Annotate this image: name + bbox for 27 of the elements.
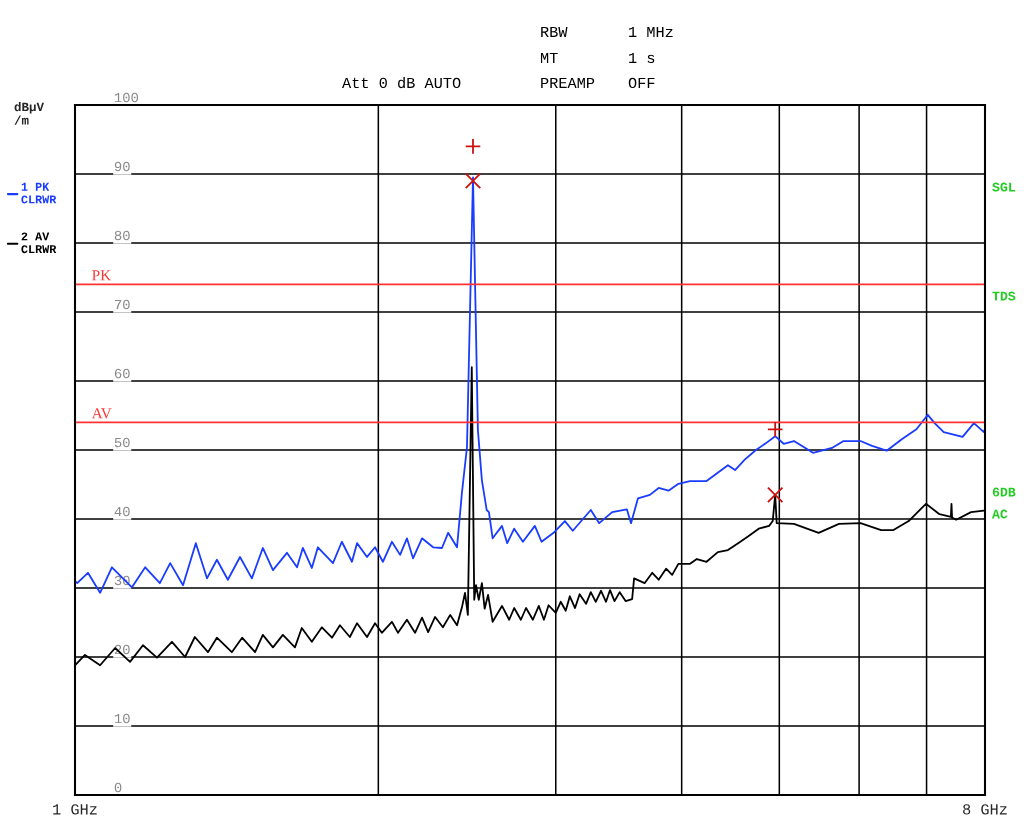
ref-line-label: AV xyxy=(91,408,112,419)
text: 1 s xyxy=(629,52,655,64)
text: SGL xyxy=(992,182,1016,192)
text: RBW xyxy=(541,26,568,37)
text: OFF xyxy=(628,77,655,89)
legend-label: 2 AV CLRWR xyxy=(21,232,57,254)
y-tick-label: 10 xyxy=(114,713,130,724)
text: MT xyxy=(540,52,558,63)
text: 6DB xyxy=(992,487,1016,497)
y-tick-label: 40 xyxy=(114,506,130,517)
x-tick-label: 1 GHz xyxy=(53,804,97,815)
x-tick-label: 8 GHz xyxy=(963,804,1007,815)
y-axis-title: dBµV /m xyxy=(14,102,44,125)
y-tick-label: 100 xyxy=(114,92,139,103)
y-tick-label: 50 xyxy=(114,437,130,448)
y-tick-label: 80 xyxy=(114,230,130,241)
text: 1 MHz xyxy=(629,26,673,37)
y-tick-label: 70 xyxy=(114,299,130,310)
y-tick-label: 60 xyxy=(114,368,130,379)
text: PREAMP xyxy=(541,77,595,88)
y-tick-label: 90 xyxy=(114,161,130,172)
text: AC xyxy=(992,509,1008,519)
y-tick-label: 0 xyxy=(114,782,122,793)
legend-label: 1 PK CLRWR xyxy=(21,182,57,204)
text: Att 0 dB AUTO xyxy=(342,76,461,89)
text: TDS xyxy=(992,291,1016,301)
ref-line-label: PK xyxy=(92,270,112,281)
